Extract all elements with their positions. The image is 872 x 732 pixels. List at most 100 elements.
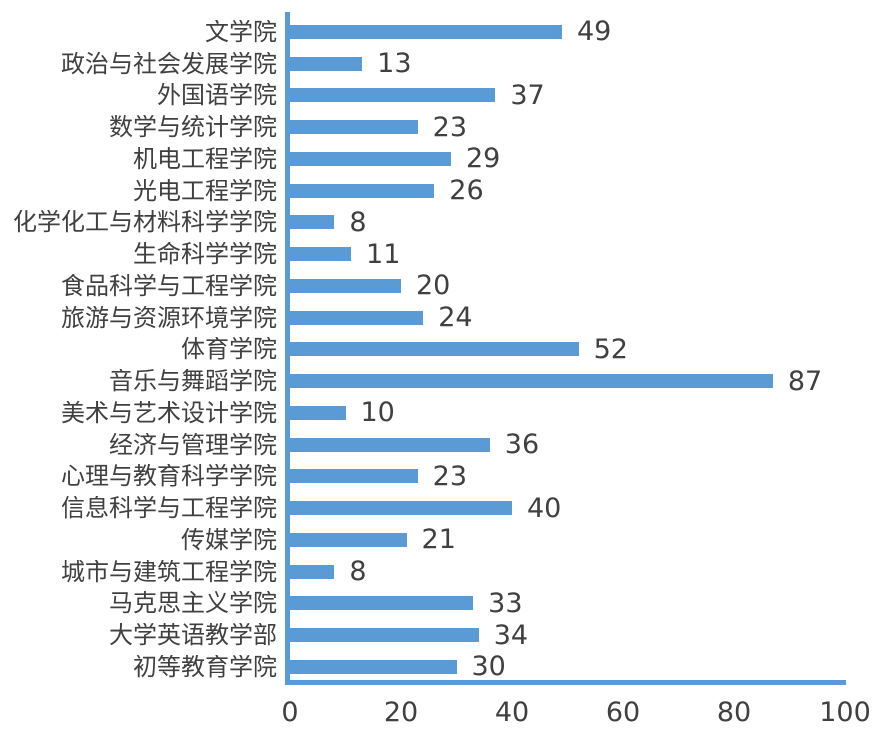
x-tick-label: 60 [605, 697, 641, 728]
category-label: 美术与艺术设计学院 [61, 400, 277, 425]
bar-track: 23 [290, 461, 872, 493]
chart-row: 文学院 49 [0, 16, 872, 48]
chart-row: 传媒学院 21 [0, 524, 872, 556]
value-label: 24 [438, 302, 473, 334]
bar [290, 215, 335, 230]
value-label: 36 [504, 429, 540, 461]
bar-track: 33 [290, 588, 872, 620]
bar [290, 659, 457, 674]
bar-track: 13 [290, 48, 872, 80]
bar-track: 34 [290, 619, 872, 651]
bar-track: 36 [290, 429, 872, 461]
bar-track: 21 [290, 524, 872, 556]
bar [290, 120, 418, 135]
value-label: 52 [593, 333, 628, 365]
bar-track: 49 [290, 16, 872, 48]
value-label: 23 [432, 460, 467, 492]
category-label: 机电工程学院 [133, 146, 277, 171]
value-label: 8 [349, 556, 367, 588]
bar [290, 501, 512, 516]
bar-track: 11 [290, 238, 872, 270]
category-label: 体育学院 [181, 337, 277, 362]
bar [290, 56, 363, 71]
bar [290, 374, 773, 389]
bar-track: 52 [290, 334, 872, 366]
chart-row: 美术与艺术设计学院 10 [0, 397, 872, 429]
value-label: 49 [576, 16, 612, 48]
chart-row: 体育学院 52 [0, 334, 872, 366]
bar [290, 628, 479, 643]
chart-row: 城市与建筑工程学院 8 [0, 556, 872, 588]
chart-row: 光电工程学院 26 [0, 175, 872, 207]
bar [290, 88, 496, 103]
x-tick-label: 80 [716, 697, 752, 728]
chart-row: 初等教育学院 30 [0, 651, 872, 683]
chart-row: 食品科学与工程学院 20 [0, 270, 872, 302]
value-label: 20 [416, 270, 451, 302]
value-label: 23 [432, 111, 467, 143]
bar-track: 23 [290, 111, 872, 143]
category-label: 食品科学与工程学院 [61, 273, 277, 298]
bar [290, 596, 474, 611]
category-label: 文学院 [205, 19, 277, 44]
x-tick-label: 40 [494, 697, 530, 728]
x-axis-line [285, 680, 846, 685]
chart-row: 信息科学与工程学院 40 [0, 492, 872, 524]
bar [290, 342, 579, 357]
chart-row: 马克思主义学院 33 [0, 588, 872, 620]
chart-row: 外国语学院 37 [0, 80, 872, 112]
value-label: 26 [449, 175, 484, 207]
y-axis-line [285, 12, 290, 685]
bar [290, 532, 407, 547]
value-label: 87 [787, 365, 823, 397]
bar [290, 24, 562, 39]
chart-row: 旅游与资源环境学院 24 [0, 302, 872, 334]
category-label: 化学化工与材料科学学院 [13, 210, 277, 235]
value-label: 13 [377, 48, 412, 80]
value-label: 34 [493, 619, 529, 651]
bar-track: 8 [290, 207, 872, 239]
category-label: 政治与社会发展学院 [61, 51, 277, 76]
bar-track: 30 [290, 651, 872, 683]
category-label: 外国语学院 [157, 83, 277, 108]
chart-row: 数学与统计学院 23 [0, 111, 872, 143]
chart-row: 心理与教育科学学院 23 [0, 461, 872, 493]
bar [290, 151, 451, 166]
x-tick-label: 0 [281, 697, 299, 728]
category-label: 音乐与舞蹈学院 [109, 369, 277, 394]
bar-track: 20 [290, 270, 872, 302]
bar-track: 37 [290, 80, 872, 112]
category-label: 信息科学与工程学院 [61, 496, 277, 521]
bar [290, 564, 335, 579]
bar [290, 310, 424, 325]
bar-track: 24 [290, 302, 872, 334]
category-label: 生命科学学院 [133, 242, 277, 267]
chart-rows: 文学院 49 政治与社会发展学院 13 外国语学院 37 数学与统计学院 23 机电工程学院 29… [0, 16, 872, 683]
chart-row: 生命科学学院 11 [0, 238, 872, 270]
category-label: 城市与建筑工程学院 [61, 559, 277, 584]
value-label: 11 [366, 238, 401, 270]
value-label: 37 [510, 79, 545, 111]
bar-track: 40 [290, 492, 872, 524]
bar [290, 469, 418, 484]
value-label: 10 [360, 397, 395, 429]
chart-row: 政治与社会发展学院 13 [0, 48, 872, 80]
category-label: 大学英语教学部 [109, 623, 277, 648]
x-tick-label: 100 [819, 697, 871, 728]
bar [290, 247, 352, 262]
category-label: 光电工程学院 [133, 178, 277, 203]
chart-row: 化学化工与材料科学学院 8 [0, 207, 872, 239]
category-label: 旅游与资源环境学院 [61, 305, 277, 330]
chart-row: 音乐与舞蹈学院 87 [0, 365, 872, 397]
category-label: 数学与统计学院 [109, 115, 277, 140]
value-label: 29 [465, 143, 501, 175]
category-label: 马克思主义学院 [109, 591, 277, 616]
bar-track: 10 [290, 397, 872, 429]
bar [290, 278, 401, 293]
chart-row: 大学英语教学部 34 [0, 619, 872, 651]
bar [290, 405, 346, 420]
bar-track: 8 [290, 556, 872, 588]
category-label: 初等教育学院 [133, 654, 277, 679]
x-tick-label: 20 [383, 697, 419, 728]
